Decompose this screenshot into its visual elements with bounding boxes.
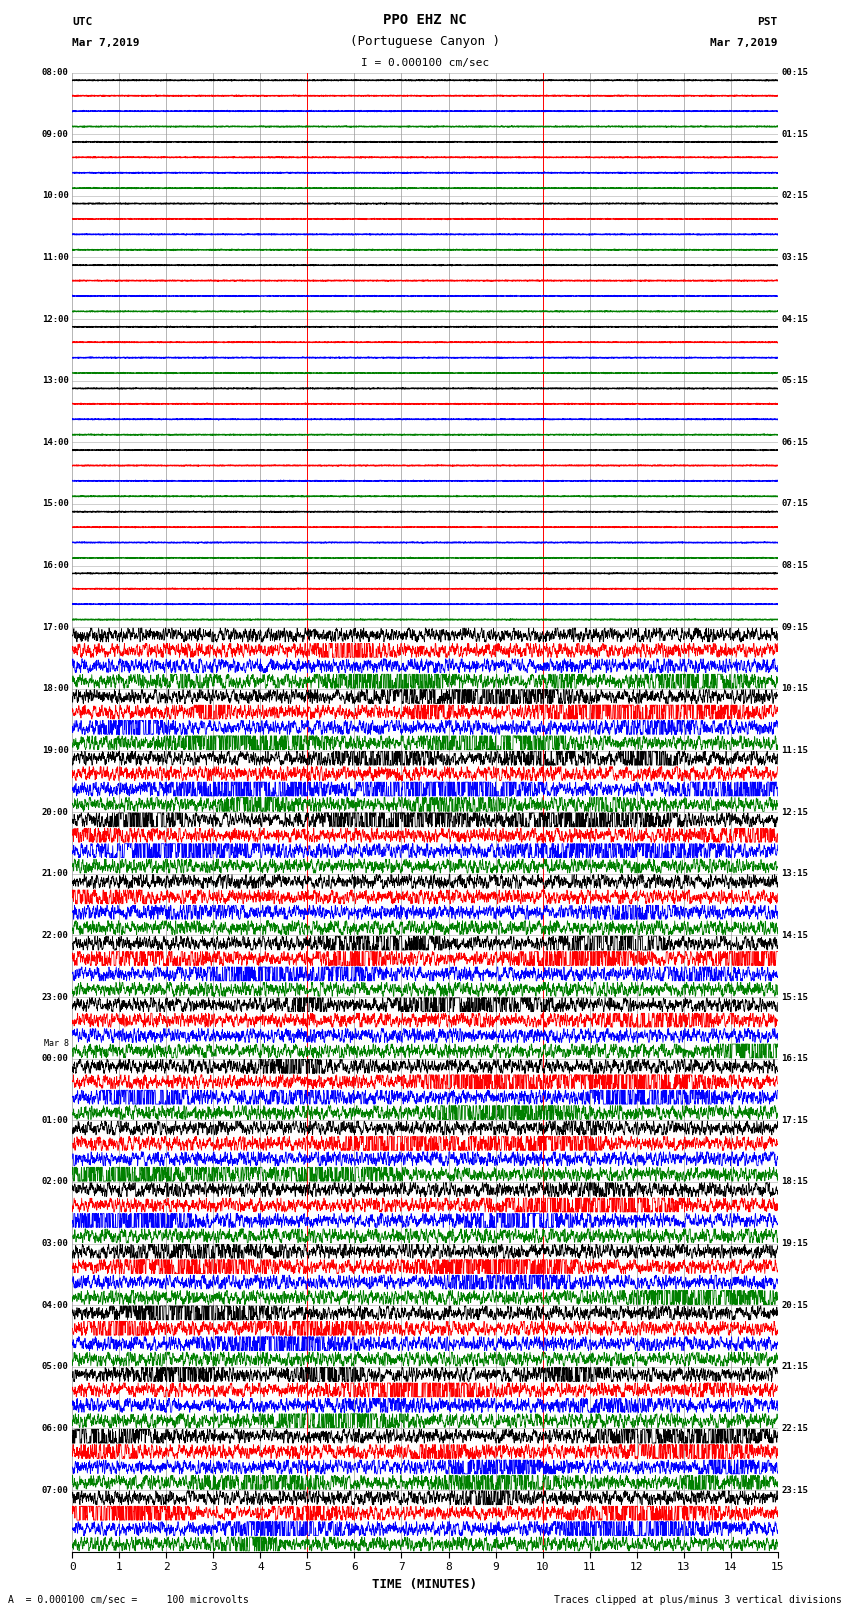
X-axis label: TIME (MINUTES): TIME (MINUTES)	[372, 1578, 478, 1590]
Text: PPO EHZ NC: PPO EHZ NC	[383, 13, 467, 27]
Text: 11:00: 11:00	[42, 253, 69, 261]
Text: 12:00: 12:00	[42, 315, 69, 324]
Text: 02:00: 02:00	[42, 1177, 69, 1187]
Text: 23:00: 23:00	[42, 992, 69, 1002]
Text: 03:15: 03:15	[781, 253, 808, 261]
Text: Mar 7,2019: Mar 7,2019	[711, 39, 778, 48]
Text: 08:00: 08:00	[42, 68, 69, 77]
Text: 09:00: 09:00	[42, 129, 69, 139]
Text: 05:15: 05:15	[781, 376, 808, 386]
Text: 17:15: 17:15	[781, 1116, 808, 1124]
Text: PST: PST	[757, 18, 778, 27]
Text: 18:15: 18:15	[781, 1177, 808, 1187]
Text: (Portuguese Canyon ): (Portuguese Canyon )	[350, 35, 500, 48]
Text: 14:00: 14:00	[42, 437, 69, 447]
Text: UTC: UTC	[72, 18, 93, 27]
Text: 10:15: 10:15	[781, 684, 808, 694]
Text: 20:15: 20:15	[781, 1300, 808, 1310]
Text: 00:00: 00:00	[42, 1055, 69, 1063]
Text: 09:15: 09:15	[781, 623, 808, 632]
Text: 04:00: 04:00	[42, 1300, 69, 1310]
Text: 13:00: 13:00	[42, 376, 69, 386]
Text: 01:15: 01:15	[781, 129, 808, 139]
Text: 23:15: 23:15	[781, 1486, 808, 1495]
Text: Mar 7,2019: Mar 7,2019	[72, 39, 139, 48]
Text: 07:15: 07:15	[781, 500, 808, 508]
Text: A  = 0.000100 cm/sec =     100 microvolts: A = 0.000100 cm/sec = 100 microvolts	[8, 1595, 249, 1605]
Text: 07:00: 07:00	[42, 1486, 69, 1495]
Text: 06:15: 06:15	[781, 437, 808, 447]
Text: 17:00: 17:00	[42, 623, 69, 632]
Text: 13:15: 13:15	[781, 869, 808, 877]
Text: I = 0.000100 cm/sec: I = 0.000100 cm/sec	[361, 58, 489, 68]
Text: 19:00: 19:00	[42, 747, 69, 755]
Text: 15:00: 15:00	[42, 500, 69, 508]
Text: 22:15: 22:15	[781, 1424, 808, 1432]
Text: 06:00: 06:00	[42, 1424, 69, 1432]
Text: Mar 8: Mar 8	[43, 1039, 69, 1048]
Text: 16:00: 16:00	[42, 561, 69, 569]
Text: 20:00: 20:00	[42, 808, 69, 816]
Text: 14:15: 14:15	[781, 931, 808, 940]
Text: 18:00: 18:00	[42, 684, 69, 694]
Text: 21:15: 21:15	[781, 1363, 808, 1371]
Text: 22:00: 22:00	[42, 931, 69, 940]
Text: 03:00: 03:00	[42, 1239, 69, 1248]
Text: 19:15: 19:15	[781, 1239, 808, 1248]
Text: 21:00: 21:00	[42, 869, 69, 877]
Text: 11:15: 11:15	[781, 747, 808, 755]
Text: 12:15: 12:15	[781, 808, 808, 816]
Text: 04:15: 04:15	[781, 315, 808, 324]
Text: 02:15: 02:15	[781, 192, 808, 200]
Text: 16:15: 16:15	[781, 1055, 808, 1063]
Text: 00:15: 00:15	[781, 68, 808, 77]
Text: 08:15: 08:15	[781, 561, 808, 569]
Text: 05:00: 05:00	[42, 1363, 69, 1371]
Text: Traces clipped at plus/minus 3 vertical divisions: Traces clipped at plus/minus 3 vertical …	[553, 1595, 842, 1605]
Text: 10:00: 10:00	[42, 192, 69, 200]
Text: 15:15: 15:15	[781, 992, 808, 1002]
Text: 01:00: 01:00	[42, 1116, 69, 1124]
